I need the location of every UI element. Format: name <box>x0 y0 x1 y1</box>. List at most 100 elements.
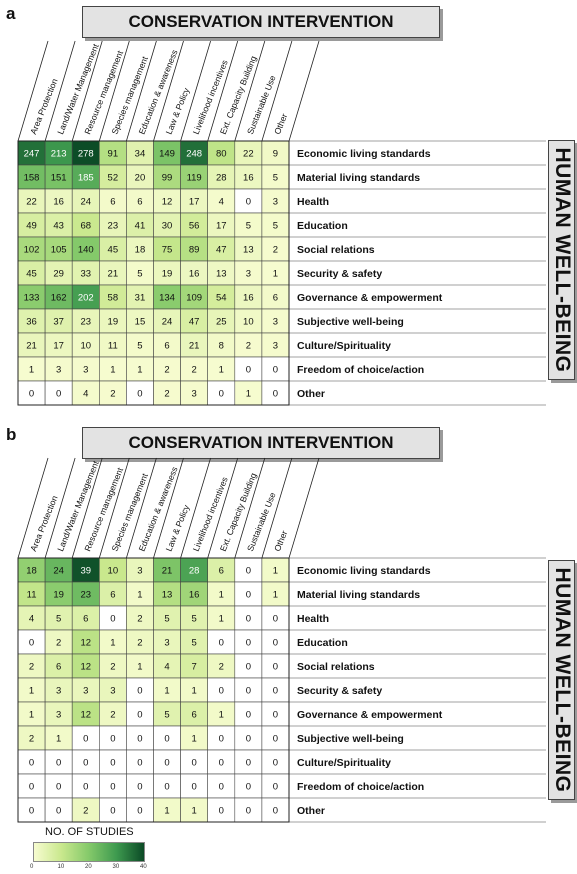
cell-value: 0 <box>110 734 115 745</box>
intervention-title: CONSERVATION INTERVENTION <box>82 427 440 459</box>
heatmap-cell <box>126 212 154 238</box>
heatmap-cell <box>126 284 154 310</box>
cell-value: 28 <box>189 566 200 577</box>
cell-value: 0 <box>192 782 197 793</box>
heatmap-cell <box>261 308 290 334</box>
heatmap-cell <box>99 581 127 607</box>
heatmap-cell <box>234 380 263 406</box>
cell-value: 0 <box>246 614 251 625</box>
cell-value: 2 <box>110 389 115 400</box>
heatmap-cell <box>207 773 236 799</box>
column-separator <box>126 457 157 559</box>
heatmap-cell <box>44 725 73 751</box>
heatmap-cell <box>261 677 290 703</box>
heatmap-cell <box>17 164 46 190</box>
heatmap-cell <box>153 629 181 655</box>
heatmap-cell <box>180 797 209 823</box>
cell-value: 0 <box>246 638 251 649</box>
cell-value: 185 <box>78 173 94 184</box>
cell-value: 105 <box>51 245 67 256</box>
heatmap-cell <box>234 629 263 655</box>
cell-value: 10 <box>108 566 119 577</box>
cell-value: 2 <box>29 662 34 673</box>
heatmap-cell <box>44 797 73 823</box>
heatmap-cell <box>180 749 209 775</box>
heatmap-cell <box>99 653 127 679</box>
heatmap-cell <box>17 236 46 262</box>
cell-value: 23 <box>80 317 91 328</box>
cell-value: 18 <box>135 245 146 256</box>
cell-value: 5 <box>192 638 197 649</box>
heatmap-cell <box>207 308 236 334</box>
cell-value: 0 <box>246 710 251 721</box>
heatmap-cell <box>126 557 154 583</box>
cell-value: 13 <box>216 269 227 280</box>
heatmap-cell <box>153 140 181 166</box>
cell-value: 1 <box>29 686 34 697</box>
cell-value: 0 <box>273 686 278 697</box>
heatmap-cell <box>153 749 181 775</box>
column-separator <box>234 457 266 559</box>
cell-value: 2 <box>164 389 169 400</box>
cell-value: 6 <box>164 341 169 352</box>
heatmap-cell <box>126 332 154 358</box>
cell-value: 99 <box>162 173 173 184</box>
heatmap-cell <box>71 140 100 166</box>
wellbeing-box: HUMAN WELL-BEING <box>548 140 575 380</box>
cell-value: 102 <box>24 245 40 256</box>
cell-value: 13 <box>162 590 173 601</box>
heatmap-cell <box>180 773 209 799</box>
column-separator <box>17 40 49 142</box>
heatmap-cell <box>261 332 290 358</box>
column-separator <box>126 40 157 142</box>
panel-a: a CONSERVATION INTERVENTION Area Protect… <box>0 0 577 430</box>
grid-border <box>17 557 290 823</box>
heatmap-cell <box>99 380 127 406</box>
heatmap-cell <box>153 797 181 823</box>
cell-value: 140 <box>78 245 94 256</box>
cell-value: 0 <box>29 389 34 400</box>
cell-value: 56 <box>189 221 200 232</box>
cell-value: 21 <box>108 269 119 280</box>
legend-tick: 20 <box>85 864 92 870</box>
cell-value: 1 <box>56 734 61 745</box>
row-label: Culture/Spirituality <box>297 340 391 352</box>
heatmap-cell <box>261 212 290 238</box>
cell-value: 36 <box>26 317 37 328</box>
heatmap-cell <box>261 629 290 655</box>
cell-value: 6 <box>83 614 88 625</box>
cell-value: 17 <box>216 221 227 232</box>
heatmap-cell <box>180 236 209 262</box>
heatmap-cell <box>234 308 263 334</box>
heatmap-cell <box>126 260 154 286</box>
cell-value: 5 <box>137 341 142 352</box>
cell-value: 52 <box>108 173 119 184</box>
cell-value: 2 <box>137 614 142 625</box>
column-separator <box>207 40 239 142</box>
cell-value: 0 <box>273 806 278 817</box>
heatmap-cell <box>207 380 236 406</box>
cell-value: 5 <box>192 614 197 625</box>
cell-value: 0 <box>110 806 115 817</box>
heatmap-cell <box>234 701 263 727</box>
heatmap-cell <box>126 236 154 262</box>
cell-value: 0 <box>273 734 278 745</box>
cell-value: 41 <box>135 221 146 232</box>
cell-value: 19 <box>162 269 173 280</box>
column-label: Other <box>272 529 289 553</box>
heatmap-cell <box>180 356 209 382</box>
row-label: Social relations <box>297 661 375 673</box>
cell-value: 11 <box>108 341 118 352</box>
cell-value: 5 <box>137 269 142 280</box>
column-separator <box>44 40 76 142</box>
cell-value: 0 <box>219 758 224 769</box>
heatmap-cell <box>261 236 290 262</box>
cell-value: 3 <box>137 566 142 577</box>
cell-value: 247 <box>24 149 40 160</box>
cell-value: 0 <box>273 782 278 793</box>
heatmap-cell <box>153 701 181 727</box>
heatmap-cell <box>207 677 236 703</box>
cell-value: 6 <box>137 197 142 208</box>
heatmap-cell <box>17 356 46 382</box>
